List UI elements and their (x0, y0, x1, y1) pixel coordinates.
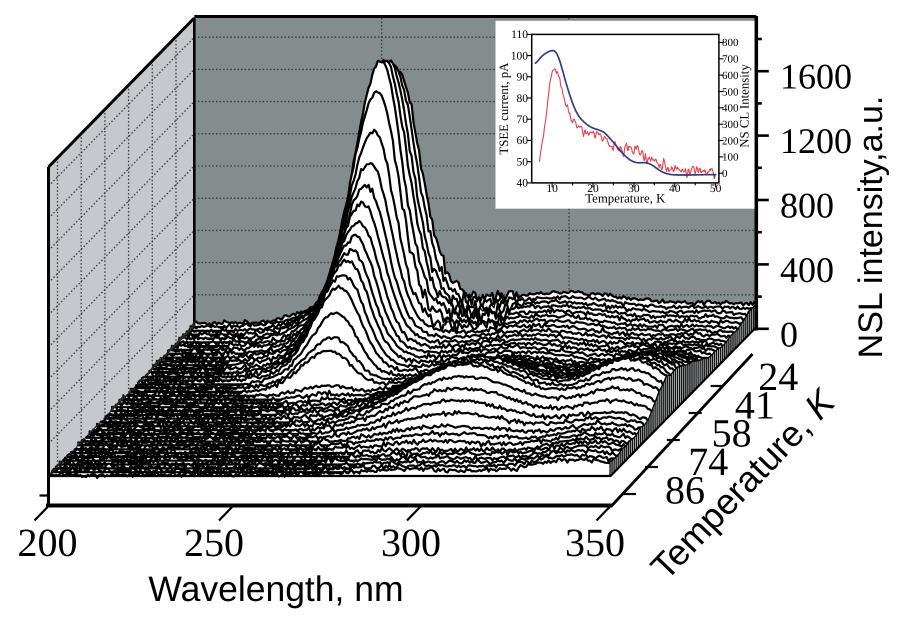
svg-text:20: 20 (587, 183, 599, 195)
svg-text:1200: 1200 (780, 121, 852, 161)
svg-text:110: 110 (511, 29, 528, 41)
svg-text:200: 200 (722, 135, 739, 147)
svg-text:30: 30 (628, 183, 640, 195)
svg-text:250: 250 (184, 520, 244, 565)
svg-text:TSEE current, pA: TSEE current, pA (497, 62, 511, 155)
svg-text:90: 90 (517, 72, 529, 84)
svg-text:500: 500 (722, 86, 739, 98)
svg-text:800: 800 (722, 37, 739, 49)
svg-text:50: 50 (710, 183, 722, 195)
svg-text:1600: 1600 (780, 57, 852, 97)
svg-text:NSL intensity,a.u.: NSL intensity,a.u. (852, 96, 890, 359)
svg-text:400: 400 (722, 103, 739, 115)
svg-text:100: 100 (722, 152, 739, 164)
svg-text:NS CL Intensity: NS CL Intensity (738, 64, 752, 148)
svg-text:200: 200 (18, 520, 78, 565)
svg-text:58: 58 (712, 411, 752, 456)
svg-text:24: 24 (758, 354, 798, 399)
svg-text:Temperature, K: Temperature, K (585, 192, 666, 206)
svg-text:100: 100 (511, 50, 529, 62)
svg-text:60: 60 (517, 135, 529, 147)
svg-text:74: 74 (688, 439, 728, 484)
svg-text:10: 10 (546, 183, 558, 195)
svg-text:350: 350 (565, 520, 625, 565)
svg-text:86: 86 (665, 468, 705, 513)
svg-text:800: 800 (780, 186, 834, 226)
svg-text:40: 40 (517, 178, 529, 190)
svg-text:Wavelength, nm: Wavelength, nm (148, 569, 403, 609)
svg-text:80: 80 (517, 93, 529, 105)
svg-text:40: 40 (669, 183, 681, 195)
svg-text:400: 400 (780, 250, 834, 290)
svg-text:700: 700 (722, 54, 739, 66)
svg-text:50: 50 (517, 157, 529, 169)
svg-text:41: 41 (735, 382, 775, 427)
svg-text:70: 70 (517, 114, 529, 126)
svg-text:0: 0 (780, 314, 798, 354)
svg-text:0: 0 (722, 168, 728, 180)
svg-text:300: 300 (381, 520, 441, 565)
svg-text:600: 600 (722, 70, 739, 82)
svg-text:300: 300 (722, 119, 739, 131)
